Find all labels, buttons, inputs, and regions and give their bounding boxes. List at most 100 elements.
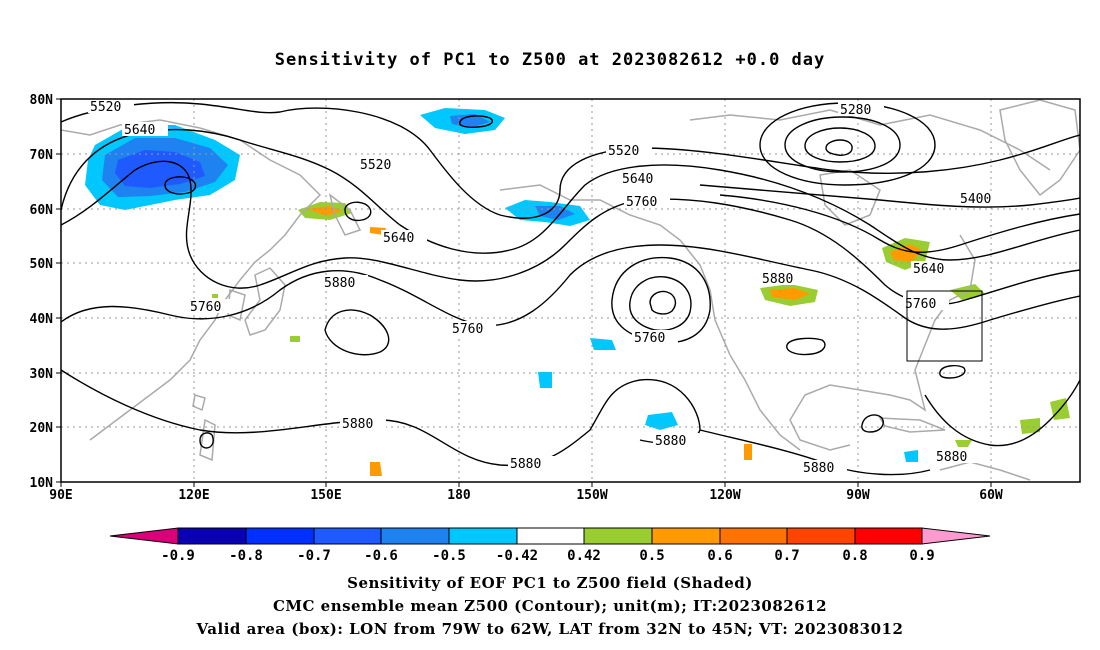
contour-label: 5760	[452, 322, 483, 337]
contour-kamchatka-low	[344, 201, 372, 222]
contour-5880-south	[61, 369, 701, 467]
gridlines	[61, 99, 1080, 482]
shade-positive-pacific-small	[370, 462, 382, 476]
colorbar-label: 0.42	[567, 548, 601, 564]
colorbar-label: -0.9	[161, 548, 195, 564]
contour-label: 5400	[960, 192, 991, 207]
shade-negative-hawaii	[590, 338, 616, 350]
contour-5640-west	[61, 128, 1080, 261]
contour-us-south-high	[786, 337, 826, 356]
lat-label: 10N	[30, 476, 54, 491]
colorbar-swatch	[109, 527, 179, 545]
colorbar-swatch	[921, 527, 991, 545]
contour-label: 5880	[324, 276, 355, 291]
longitude-labels: 90E 120E 150E 180 150W 120W 90W 60W	[49, 488, 1003, 503]
contour-label: 5640	[124, 123, 155, 138]
lon-label: 60W	[979, 488, 1003, 503]
colorbar	[109, 527, 991, 545]
lat-label: 40N	[30, 312, 54, 327]
contour-5880-main	[61, 244, 1080, 330]
lon-label: 120E	[178, 488, 209, 503]
axis-ticks	[56, 98, 992, 487]
contour-label: 5280	[840, 103, 871, 118]
colorbar-label: -0.7	[297, 548, 331, 564]
contour-5520-west	[61, 102, 1080, 219]
lat-label: 30N	[30, 367, 54, 382]
valid-area-box	[906, 290, 983, 362]
contour-siberia-low	[164, 176, 197, 195]
lat-label: 60N	[30, 203, 54, 218]
coast-asia	[61, 119, 322, 441]
shade-positive-caribbean	[955, 440, 972, 447]
coast-hudson-bay	[819, 169, 881, 226]
coast-kamchatka	[328, 193, 362, 236]
coast-cuba	[878, 417, 946, 433]
colorbar-swatch	[380, 527, 450, 545]
colorbar-swatch	[245, 527, 315, 545]
contour-north-pacific-high	[324, 309, 390, 356]
coast-philippines	[199, 418, 216, 462]
contour-arctic-low-inner	[804, 127, 876, 163]
lon-label: 150E	[310, 488, 341, 503]
contour-label: 5640	[383, 231, 414, 246]
contour-arctic-small-low	[459, 115, 494, 128]
coast-south-america	[939, 461, 1031, 481]
contour-5520-east	[719, 194, 1080, 254]
shade-negative-siberia-inner	[115, 150, 205, 188]
contour-arctic-low-outer	[759, 102, 936, 186]
contour-label: 5880	[342, 417, 373, 432]
lon-label: 150W	[576, 488, 607, 503]
contour-pacific-low-mid	[629, 276, 692, 332]
contour-taiwan-loop	[199, 432, 214, 449]
contour-label: 5880	[510, 457, 541, 472]
colorbar-label: 0.9	[909, 548, 934, 564]
contour-arctic-low-mid	[784, 116, 901, 173]
colorbar-labels: -0.9 -0.8 -0.7 -0.6 -0.5 -0.42 0.42 0.5 …	[161, 548, 935, 564]
colorbar-label: 0.7	[774, 548, 799, 564]
contour-pacific-low-inner	[649, 290, 677, 315]
colorbar-swatch	[786, 527, 856, 545]
coast-greenland	[999, 99, 1080, 197]
colorbar-label: -0.6	[364, 548, 398, 564]
lat-label: 20N	[30, 421, 54, 436]
z500-contours	[61, 102, 1080, 476]
colorbar-swatch	[516, 527, 585, 545]
contour-arctic-low-core	[825, 139, 853, 156]
coast-taiwan	[192, 394, 206, 412]
caption-line-3: Valid area (box): LON from 79W to 62W, L…	[196, 620, 904, 638]
colorbar-label: -0.42	[496, 548, 538, 564]
contour-label: 5760	[634, 331, 665, 346]
coast-us-east	[859, 234, 976, 412]
contour-label: 5760	[905, 297, 936, 312]
contour-label: 5760	[190, 300, 221, 315]
shade-negative-pacific	[645, 412, 678, 430]
colorbar-swatch	[313, 527, 382, 545]
latitude-labels: 80N 70N 60N 50N 40N 30N 20N 10N	[30, 93, 54, 491]
figure-title: Sensitivity of PC1 to Z500 at 2023082612…	[274, 50, 826, 70]
contour-label: 5880	[762, 272, 793, 287]
contour-label: 5640	[622, 172, 653, 187]
contour-label: 5520	[608, 144, 639, 159]
shade-positive-atlantic-east-2	[1020, 418, 1040, 434]
colorbar-swatch	[583, 527, 653, 545]
colorbar-swatch	[854, 527, 923, 545]
coast-mexico-west	[729, 354, 801, 451]
contour-label: 5880	[936, 450, 967, 465]
lon-label: 120W	[709, 488, 740, 503]
shade-positive-japan-south	[290, 336, 300, 342]
contour-label: 5760	[626, 195, 657, 210]
caption-line-1: Sensitivity of EOF PC1 to Z500 field (Sh…	[347, 574, 753, 592]
contour-subtropical-atlantic	[924, 379, 1080, 447]
contour-caribbean-loop	[861, 414, 884, 433]
lat-label: 80N	[30, 93, 54, 108]
contour-5760-west	[61, 160, 1080, 306]
shade-negative-east-pacific	[538, 372, 552, 388]
caption-line-2: CMC ensemble mean Z500 (Contour); unit(m…	[272, 597, 828, 615]
shade-negative-caribbean	[904, 450, 918, 462]
colorbar-label: 0.5	[639, 548, 664, 564]
contour-label: 5640	[913, 262, 944, 277]
colorbar-swatch	[448, 527, 518, 545]
colorbar-label: -0.5	[432, 548, 466, 564]
colorbar-swatch	[651, 527, 721, 545]
contour-label: 5520	[90, 100, 121, 115]
